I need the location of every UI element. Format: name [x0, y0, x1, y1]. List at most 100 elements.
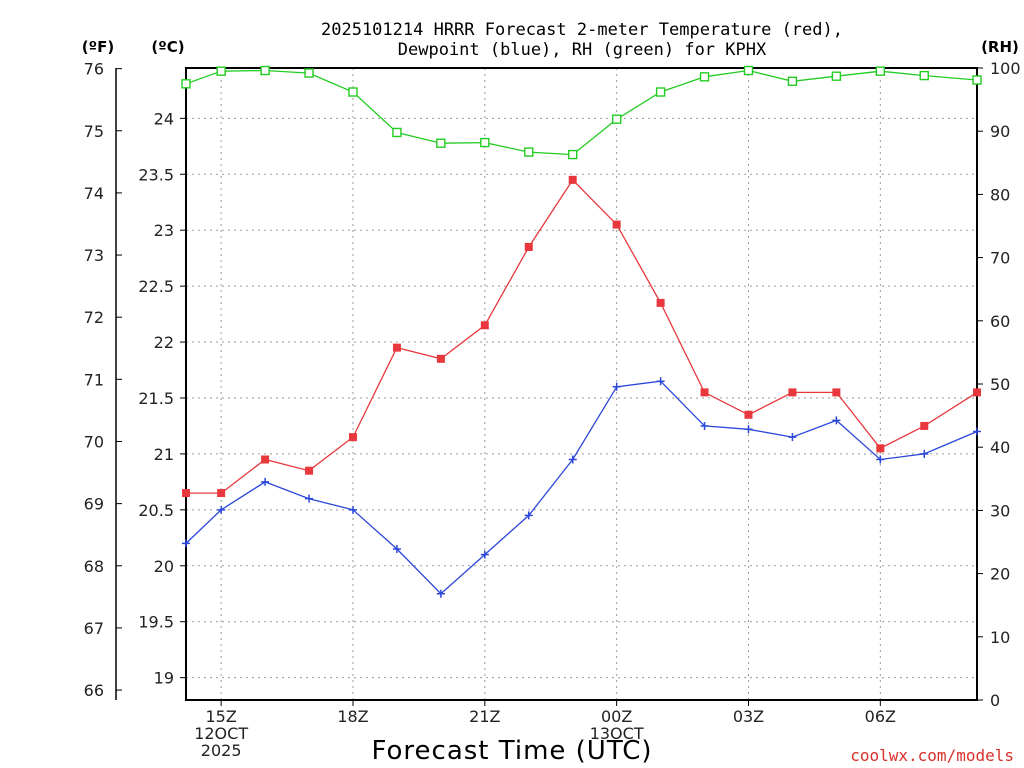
- temperature-point: [392, 343, 401, 352]
- rh-unit-label: (RH): [981, 38, 1019, 56]
- dewpoint-point: [392, 544, 401, 553]
- rh-point: [919, 70, 929, 81]
- dewpoint-point: [182, 539, 190, 548]
- rh-point: [524, 147, 534, 157]
- celsius-tick-label: 20.5: [138, 501, 174, 520]
- rh-tick-label: 20: [990, 565, 1010, 584]
- rh-point: [699, 72, 710, 82]
- rh-point: [480, 137, 490, 148]
- celsius-tick-label: 19: [154, 669, 174, 688]
- celsius-tick-label: 21.5: [138, 389, 174, 408]
- x-tick-label: 03Z: [733, 707, 764, 726]
- grid-lines: [186, 68, 977, 700]
- fahrenheit-tick-label: 73: [84, 246, 104, 265]
- rh-point: [568, 149, 578, 160]
- x-tick-label: 13OCT: [590, 724, 644, 743]
- celsius-tick-label: 24: [154, 109, 174, 128]
- rh-tick-label: 90: [990, 122, 1010, 141]
- temperature-point: [973, 388, 981, 397]
- celsius-tick-label: 23.5: [138, 165, 174, 184]
- fahrenheit-tick-label: 67: [84, 619, 104, 638]
- rh-tick-label: 10: [990, 628, 1010, 647]
- celsius-tick-label: 23: [154, 221, 174, 240]
- dewpoint-point: [832, 416, 841, 425]
- rh-tick-label: 40: [990, 438, 1010, 457]
- axes: [115, 67, 983, 706]
- dewpoint-point: [524, 511, 533, 520]
- temperature-point: [876, 444, 885, 453]
- dewpoint-point: [700, 421, 709, 430]
- data-series: [181, 65, 982, 598]
- chart-title-line-2: Dewpoint (blue), RH (green) for KPHX: [398, 40, 767, 60]
- dewpoint-point: [876, 455, 885, 464]
- rh-point: [436, 138, 446, 148]
- fahrenheit-tick-label: 70: [84, 432, 104, 451]
- celsius-tick-label: 20: [154, 557, 174, 576]
- rh-tick-label: 30: [990, 501, 1010, 520]
- rh-point: [392, 127, 402, 138]
- rh-point: [260, 65, 270, 76]
- dewpoint-point: [261, 477, 270, 486]
- celsius-tick-label: 21: [154, 445, 174, 464]
- dewpoint-point: [568, 455, 577, 464]
- chart-title-line-1: 2025101214 HRRR Forecast 2-meter Tempera…: [321, 20, 843, 40]
- x-axis-label: Forecast Time (UTC): [371, 736, 652, 766]
- fahrenheit-tick-label: 72: [84, 308, 104, 327]
- credit-text: coolwx.com/models: [850, 746, 1014, 765]
- dewpoint-point: [436, 589, 445, 598]
- rh-point: [181, 79, 191, 89]
- fahrenheit-tick-label: 75: [84, 122, 104, 141]
- rh-point: [787, 76, 798, 86]
- temperature-point: [612, 220, 621, 229]
- rh-tick-label: 100: [990, 59, 1021, 78]
- rh-point: [611, 114, 622, 124]
- temperature-point: [832, 388, 841, 397]
- temperature-point: [920, 421, 929, 430]
- fahrenheit-tick-label: 68: [84, 557, 104, 576]
- rh-tick-label: 70: [990, 249, 1010, 268]
- x-tick-label: 12OCT: [194, 724, 248, 743]
- celsius-unit-label: (ºC): [151, 38, 184, 56]
- dewpoint-point: [480, 550, 489, 559]
- rh-point: [831, 71, 842, 81]
- dewpoint-point: [744, 425, 753, 434]
- temperature-point: [217, 489, 226, 498]
- rh-point: [304, 68, 314, 78]
- dewpoint-point: [973, 427, 981, 436]
- celsius-tick-label: 22: [154, 333, 174, 352]
- temperature-point: [480, 321, 489, 330]
- temperature-point: [700, 388, 709, 397]
- dewpoint-point: [217, 505, 226, 514]
- x-tick-label: 00Z: [601, 707, 632, 726]
- temperature-point: [568, 175, 577, 184]
- x-tick-label: 21Z: [469, 707, 500, 726]
- rh-line: [185, 69, 978, 156]
- dewpoint-line: [185, 380, 978, 595]
- fahrenheit-tick-label: 74: [84, 184, 104, 203]
- x-tick-label: 15Z: [205, 707, 236, 726]
- dewpoint-point: [788, 433, 797, 442]
- rh-point: [348, 87, 358, 97]
- x-tick-label: 06Z: [865, 707, 896, 726]
- fahrenheit-unit-label: (ºF): [82, 38, 114, 56]
- fahrenheit-tick-label: 69: [84, 495, 104, 514]
- temperature-point: [348, 433, 357, 442]
- x-tick-label: 18Z: [337, 707, 368, 726]
- temperature-point: [305, 466, 314, 475]
- celsius-tick-label: 19.5: [138, 613, 174, 632]
- celsius-tick-label: 22.5: [138, 277, 174, 296]
- fahrenheit-tick-label: 71: [84, 370, 104, 389]
- rh-point: [875, 66, 886, 76]
- dewpoint-point: [612, 382, 621, 391]
- temperature-point: [788, 388, 797, 397]
- dewpoint-point: [920, 449, 929, 458]
- dewpoint-point: [305, 494, 314, 503]
- x-tick-label: 2025: [201, 741, 242, 760]
- temperature-point: [524, 242, 533, 251]
- rh-point: [743, 65, 754, 76]
- plot-frame: [185, 67, 978, 701]
- temperature-point: [656, 298, 665, 307]
- dewpoint-point: [656, 377, 665, 386]
